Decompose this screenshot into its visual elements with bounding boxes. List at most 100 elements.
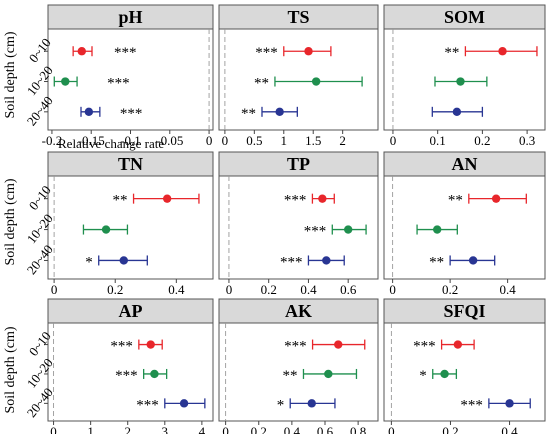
- x-tick-label: 1: [281, 133, 288, 148]
- x-tick-label: 0.3: [519, 133, 535, 148]
- panel-title-strip: [383, 298, 546, 324]
- x-tick-label: -0.2: [42, 133, 63, 148]
- x-tick-label: 0: [390, 133, 397, 148]
- x-tick-label: 0.6: [317, 424, 334, 434]
- panel-title: AN: [452, 154, 478, 174]
- panel-title: TS: [287, 7, 309, 27]
- mean-point: [324, 369, 333, 379]
- significance-label: ***: [255, 45, 278, 61]
- panel-title-strip: [218, 151, 379, 177]
- panel-title-strip: [383, 4, 546, 30]
- panel-title: pH: [118, 7, 142, 27]
- mean-point: [150, 369, 159, 379]
- mean-point: [456, 77, 465, 86]
- significance-label: ***: [284, 193, 307, 209]
- x-tick-label: -0.15: [78, 133, 105, 148]
- mean-point: [84, 107, 94, 117]
- mean-point: [77, 47, 86, 56]
- x-axis-label: Relative change rate: [58, 136, 165, 151]
- mean-point: [146, 340, 155, 349]
- x-tick-label: 2: [124, 424, 131, 434]
- x-tick-label: 0.2: [442, 282, 458, 297]
- panel-ap: AP0 1 2 3 40~10 ***10~20 ***20~40 ***: [24, 298, 214, 434]
- mean-point: [498, 47, 507, 56]
- panel-title: AK: [285, 301, 312, 321]
- panel-title: TP: [287, 154, 310, 174]
- x-tick-label: 0.2: [251, 424, 267, 434]
- x-tick-label: 0.2: [442, 424, 458, 434]
- panel-title-strip: [218, 4, 379, 30]
- panel-ts: TS0 0.5 1 1.5 2*******: [218, 4, 379, 148]
- panel-title: TN: [118, 154, 143, 174]
- significance-label: **: [429, 254, 444, 270]
- mean-point: [468, 256, 478, 265]
- x-tick-label: 2: [339, 133, 346, 148]
- significance-label: ***: [107, 76, 130, 92]
- x-tick-label: 1.5: [305, 133, 321, 148]
- x-tick-label: 0.6: [340, 282, 357, 297]
- x-tick-label: 3: [162, 424, 169, 434]
- x-tick-label: 0.4: [284, 424, 301, 434]
- mean-point: [162, 194, 172, 203]
- mean-point: [452, 107, 462, 117]
- significance-label: ***: [460, 397, 483, 413]
- significance-label: **: [444, 45, 459, 61]
- mean-point: [311, 77, 321, 86]
- mean-point: [304, 47, 313, 56]
- x-tick-label: 0: [388, 424, 395, 434]
- significance-label: ***: [114, 45, 137, 61]
- panel-title-strip: [47, 4, 214, 30]
- x-tick-label: 0: [226, 282, 233, 297]
- x-tick-label: -0.1: [120, 133, 141, 148]
- x-tick-label: 0: [51, 282, 58, 297]
- y-axis-label-row-2: Soil depth (cm): [3, 178, 18, 266]
- significance-label: **: [448, 193, 463, 209]
- significance-label: *: [277, 397, 285, 413]
- panel-som: SOM 0 0.1 0.2 0.3 **: [383, 4, 546, 148]
- x-tick-label: 0.4: [500, 282, 517, 297]
- panel-ph: pH-0.2 -0.15 -0.1 -0.05 00~10 ***10~20 ***20~4…: [24, 4, 214, 148]
- significance-label: *: [419, 368, 427, 384]
- mean-point: [343, 225, 353, 234]
- significance-label: **: [282, 368, 297, 384]
- mean-point: [505, 399, 514, 408]
- x-tick-label: 1: [87, 424, 94, 434]
- x-tick-label: 0: [206, 133, 213, 148]
- x-tick-label: 0.2: [261, 282, 277, 297]
- mean-point: [318, 194, 327, 203]
- panel-title: SFQI: [443, 301, 485, 321]
- x-tick-label: 0.2: [107, 282, 123, 297]
- mean-point: [491, 194, 501, 203]
- panel-title-strip: [383, 151, 546, 177]
- significance-label: ***: [413, 339, 436, 355]
- significance-label: ***: [115, 368, 138, 384]
- significance-label: ***: [284, 339, 307, 355]
- significance-label: **: [241, 106, 256, 122]
- significance-label: *: [85, 254, 93, 270]
- x-tick-label: 0.1: [430, 133, 446, 148]
- significance-label: ***: [304, 224, 327, 240]
- mean-point: [334, 340, 343, 349]
- panel-title: AP: [119, 301, 143, 321]
- significance-label: ***: [110, 339, 133, 355]
- panel-an: AN 0 0.2 0.4 ** **: [383, 151, 546, 297]
- x-tick-label: 0: [222, 133, 229, 148]
- mean-point: [453, 340, 463, 349]
- x-tick-label: 0.4: [501, 424, 518, 434]
- significance-label: **: [254, 76, 269, 92]
- panel-title: SOM: [444, 7, 485, 27]
- mean-point: [101, 225, 111, 234]
- x-tick-label: 0: [389, 282, 396, 297]
- x-tick-label: 0: [50, 424, 57, 434]
- x-tick-label: 0.5: [246, 133, 262, 148]
- panel-tp: TP0 0.2 0.4 0.6*********: [218, 151, 379, 297]
- x-tick-label: 0.4: [168, 282, 185, 297]
- panel-title-strip: [47, 298, 214, 324]
- significance-label: ***: [280, 254, 303, 270]
- x-tick-label: 0.8: [350, 424, 366, 434]
- x-tick-label: 0.4: [300, 282, 317, 297]
- mean-point: [440, 369, 449, 379]
